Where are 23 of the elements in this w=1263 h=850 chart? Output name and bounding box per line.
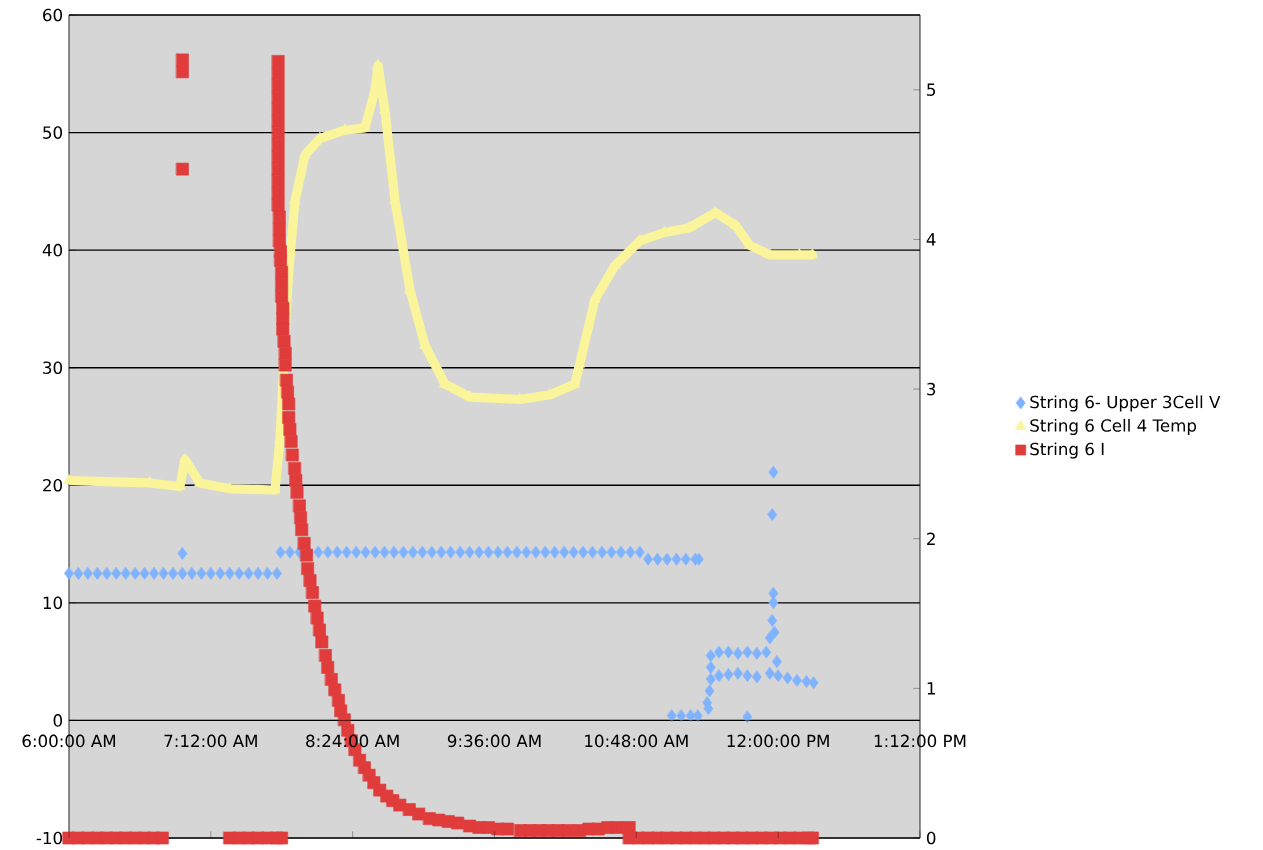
y2-tick-label: 2 <box>927 532 935 545</box>
y-tick-label: 30 <box>43 361 63 375</box>
y2-tick-label: 5 <box>927 83 936 97</box>
x-tick-label: 7:12:00 AM <box>164 734 257 748</box>
y2-tick-label: 1 <box>927 682 935 695</box>
y2-tick-label: 3 <box>927 382 936 396</box>
y-tick-label: 40 <box>42 243 63 257</box>
x-tick-label: 9:36:00 AM <box>447 734 541 748</box>
x-tick-label: 6:00:00 AM <box>22 734 116 748</box>
y-tick-label: -10 <box>36 831 63 845</box>
y-tick-label: 0 <box>53 714 63 727</box>
legend-label: String 6 Cell 4 Temp <box>1030 418 1197 436</box>
y-tick-label: 60 <box>43 8 63 22</box>
y2-tick-label: 4 <box>926 233 936 246</box>
x-tick-label: 1:12:00 PM <box>874 734 966 748</box>
legend-label: String 6- Upper 3Cell V <box>1030 395 1221 412</box>
legend-label: String 6 I <box>1030 442 1104 459</box>
y-tick-label: 50 <box>43 126 63 139</box>
x-tick-label: 10:48:00 AM <box>585 734 688 748</box>
y2-tick-label: 0 <box>926 831 936 845</box>
x-tick-label: 12:00:00 PM <box>727 734 829 748</box>
y-tick-label: 10 <box>43 596 63 610</box>
y-tick-label: 20 <box>43 479 63 492</box>
